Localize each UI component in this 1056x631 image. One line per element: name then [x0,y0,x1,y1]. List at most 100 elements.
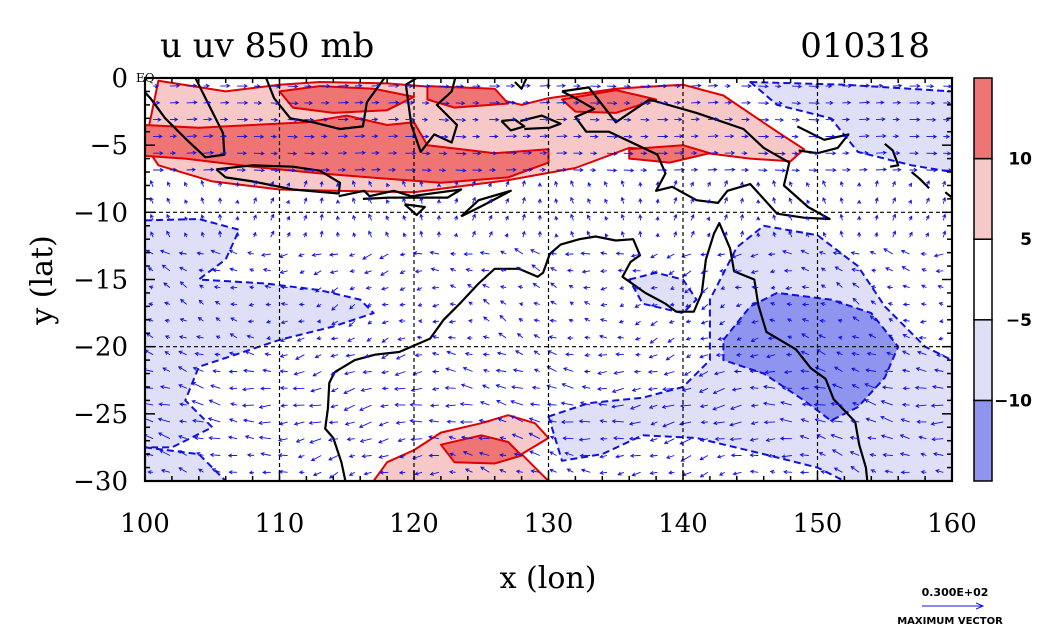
wind-vector [227,435,238,440]
wind-vector [731,387,742,392]
wind-vector [892,83,903,88]
wind-vector [851,367,860,372]
wind-vector [496,400,507,406]
wind-vector [699,404,708,409]
wind-vector [214,352,221,357]
wind-vector [479,400,490,406]
wind-vector [554,180,559,187]
wind-vector [364,353,372,358]
wind-vector [921,268,927,272]
wind-vector [260,252,271,257]
wind-vector [145,416,154,423]
wind-vector [405,117,416,122]
wind-vector [859,167,868,172]
wind-vector [179,266,187,272]
wind-vector [449,267,456,272]
wind-vector [839,213,844,221]
wind-vector [902,302,910,307]
wind-vector [539,117,550,122]
wind-vector [634,336,641,341]
wind-vector [537,214,542,221]
wind-vector [169,151,177,156]
wind-vector [719,320,725,326]
wind-vector [655,216,660,221]
wind-vector [801,285,809,290]
x-tick-label: 120 [389,509,439,539]
wind-vector [319,230,324,238]
wind-vector [556,134,568,139]
wind-vector [712,421,725,426]
wind-vector [650,303,658,308]
wind-vector [312,371,322,377]
wind-vector [352,232,357,238]
wind-vector [186,133,198,139]
wind-vector [822,180,827,187]
wind-vector [242,418,254,423]
wind-vector [399,287,406,291]
wind-vector [842,167,851,172]
wind-vector [685,319,692,324]
wind-vector [902,334,910,339]
wind-vector [783,268,792,273]
wind-vector [563,367,574,372]
wind-vector [354,150,366,155]
wind-vector [531,385,540,390]
wind-vector [178,335,187,340]
wind-vector [198,284,204,289]
wind-vector [253,168,266,173]
wind-vector [851,335,860,340]
colorbar-label: 10 [1008,150,1032,170]
x-tick-label: 140 [658,509,708,539]
wind-vector [880,400,893,406]
wind-vector [321,134,328,139]
wind-vector [808,134,820,139]
wind-vector [488,198,492,204]
wind-vector [203,167,215,172]
wind-vector [892,213,897,221]
wind-vector [839,180,844,187]
wind-vector [756,232,761,238]
wind-vector [367,320,372,325]
wind-vector [522,83,531,88]
wind-vector [194,351,204,356]
wind-vector [916,419,927,424]
wind-vector [363,471,372,476]
wind-vector [686,354,692,359]
wind-vector [550,282,557,288]
wind-vector [249,268,255,273]
wind-vector [379,253,389,259]
wind-vector [228,470,238,475]
wind-vector [354,117,365,122]
wind-vector [241,403,254,408]
wind-vector [330,404,339,409]
wind-vector [775,84,782,89]
wind-vector [859,117,871,122]
wind-vector [386,182,390,188]
wind-vector [650,421,658,426]
wind-vector [197,317,204,322]
wind-vector [751,301,759,306]
wind-vector [800,368,809,374]
coastline [334,222,869,481]
wind-vector [884,469,893,474]
wind-vector [316,336,322,341]
colorbar-label: −5 [1006,311,1032,331]
wind-vector [510,400,524,406]
wind-vector [431,386,439,392]
wind-vector [701,304,709,311]
wind-vector [597,353,608,358]
wind-vector [464,351,473,356]
wind-vector [813,402,826,407]
wind-vector [164,318,170,323]
contour-region-strong-pos [628,144,711,164]
wind-vector [147,267,154,272]
wind-vector [198,299,204,305]
wind-vector [885,267,893,272]
wind-vector [800,350,809,356]
wind-vector [399,302,406,307]
wind-vector [892,167,902,172]
contour-region-strong-neg [722,291,900,422]
wind-vector [330,387,339,393]
wind-vector [480,466,490,473]
wind-vector [480,268,490,273]
